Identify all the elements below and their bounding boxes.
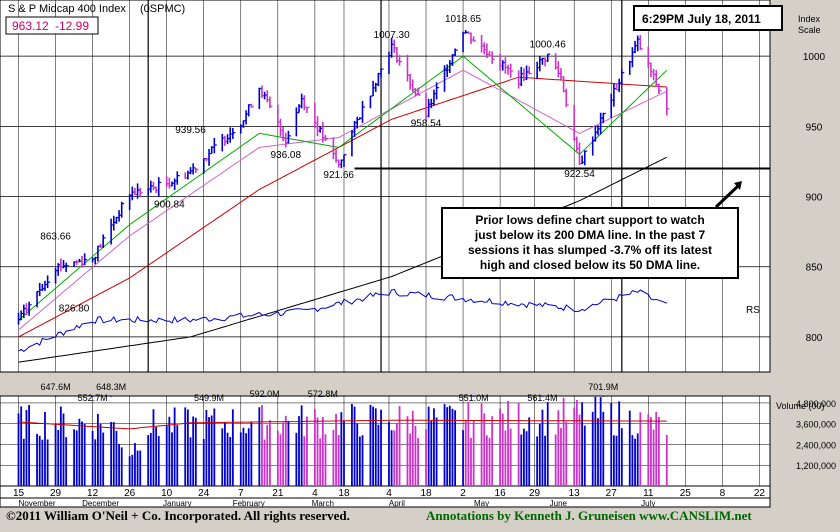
- timestamp-box: [633, 5, 783, 31]
- volume-annotation: 572.8M: [308, 389, 338, 399]
- volume-annotation: 592.0M: [250, 389, 280, 399]
- moving-averages: RS: [18, 55, 770, 363]
- price-annotation: 900.84: [154, 199, 185, 210]
- note-line: just below its 200 DMA line. In the past…: [474, 228, 706, 242]
- x-tick-label: 26: [124, 488, 136, 499]
- note-line: high and closed below its 50 DMA line.: [480, 258, 700, 272]
- x-tick-label: 10: [161, 488, 173, 499]
- price-bars: [17, 30, 670, 325]
- copyright-text: ©2011 William O'Neil + Co. Incorporated.…: [6, 508, 350, 523]
- volume-panel: [0, 395, 771, 487]
- last-price: 963.12: [12, 19, 49, 33]
- x-tick-label: 8: [720, 488, 726, 499]
- price-tick-label: 850: [806, 263, 823, 274]
- x-month-label: May: [474, 499, 489, 508]
- x-tick-label: 2: [460, 488, 466, 499]
- price-tick-label: 800: [806, 333, 823, 344]
- price-change: -12.99: [55, 19, 89, 33]
- x-tick-label: 7: [238, 488, 244, 499]
- price-annotations: 863.66 826.80 900.84 939.56 936.08 921.66 1007…: [40, 14, 595, 314]
- x-tick-label: 18: [420, 488, 432, 499]
- price-annotation: 922.54: [564, 169, 595, 180]
- price-annotation: 1007.30: [374, 30, 411, 41]
- price-annotation: 1000.46: [530, 40, 567, 51]
- volume-tick-label: 1,200,000: [796, 461, 836, 471]
- volume-tick-label: 2,400,000: [796, 440, 836, 450]
- rs-label: RS: [746, 305, 760, 316]
- volume-average-line: [18, 419, 667, 430]
- x-tick-label: 4: [386, 488, 392, 499]
- price-annotation: 863.66: [40, 232, 71, 243]
- x-tick-label: 11: [643, 488, 654, 499]
- chart-symbol: (0SPMC): [140, 3, 185, 15]
- x-month-label: June: [550, 499, 568, 508]
- volume-tick-label: 4,800,000: [796, 399, 836, 409]
- volume-annotation: 647.6M: [41, 382, 71, 392]
- price-annotation: 826.80: [59, 303, 90, 314]
- annotations-credit: Annotations by Kenneth J. Gruneisen www.…: [426, 508, 752, 523]
- index-scale-label: Index Scale: [798, 14, 821, 35]
- x-tick-label: 18: [338, 488, 350, 499]
- x-tick-label: 29: [529, 488, 541, 499]
- ma10-line: [18, 55, 668, 321]
- price-annotation: 939.56: [175, 125, 206, 136]
- rs-line: [18, 288, 667, 353]
- note-text: Prior lows define chart support to watch…: [468, 213, 712, 272]
- volume-tick-label: 3,600,000: [796, 420, 836, 430]
- axis-strip: [0, 485, 771, 499]
- volume-label: Volume (00): [776, 401, 825, 411]
- note-line: sessions it has slumped -3.7% off its la…: [468, 243, 712, 257]
- x-tick-label: 13: [569, 488, 581, 499]
- grid-lines: 800 850 900 950 1000 15 29 12 26 10 24 7 21 4 18 4 18 2 16…: [0, 0, 836, 508]
- x-tick-label: 25: [680, 488, 692, 499]
- price-annotation: 1018.65: [445, 14, 482, 25]
- volume-annotation: 549.9M: [194, 393, 224, 403]
- note-arrow: [714, 184, 740, 209]
- chart-title: S & P Midcap 400 Index: [8, 3, 126, 15]
- x-month-label: January: [163, 499, 191, 508]
- price-tick-label: 1000: [803, 52, 826, 63]
- x-tick-label: 4: [312, 488, 318, 499]
- note-line: Prior lows define chart support to watch: [475, 213, 704, 227]
- price-panel: [0, 0, 771, 373]
- price-annotation: 921.66: [323, 170, 354, 181]
- x-tick-label: 27: [606, 488, 618, 499]
- x-month-label: April: [389, 499, 405, 508]
- x-tick-label: 22: [754, 488, 766, 499]
- ma21-line: [18, 69, 668, 331]
- timestamp: 6:29PM July 18, 2011: [642, 12, 761, 26]
- note-box: [441, 207, 739, 279]
- note-arrowhead: [734, 181, 742, 190]
- price-annotation: 936.08: [270, 150, 301, 161]
- price-tick-label: 950: [806, 122, 823, 133]
- price-box: [5, 16, 99, 35]
- x-month-label: December: [82, 499, 119, 508]
- x-month-label: March: [312, 499, 334, 508]
- x-tick-label: 29: [50, 488, 62, 499]
- volume-annotation: 561.4M: [527, 393, 557, 403]
- volume-annotation: 701.9M: [588, 382, 618, 392]
- x-tick-label: 21: [272, 488, 284, 499]
- month-strip: [0, 497, 771, 508]
- x-month-label: November: [19, 499, 56, 508]
- x-month-label: February: [233, 499, 265, 508]
- x-tick-label: 12: [87, 488, 99, 499]
- volume-annotation: 551.0M: [459, 393, 489, 403]
- volume-annotation: 648.3M: [96, 382, 126, 392]
- x-tick-label: 15: [13, 488, 25, 499]
- x-tick-label: 24: [198, 488, 210, 499]
- x-month-label: July: [641, 499, 655, 508]
- x-tick-label: 16: [495, 488, 507, 499]
- price-tick-label: 900: [806, 193, 823, 204]
- volume-annotation: 552.7M: [78, 393, 108, 403]
- price-annotation: 958.54: [411, 118, 442, 129]
